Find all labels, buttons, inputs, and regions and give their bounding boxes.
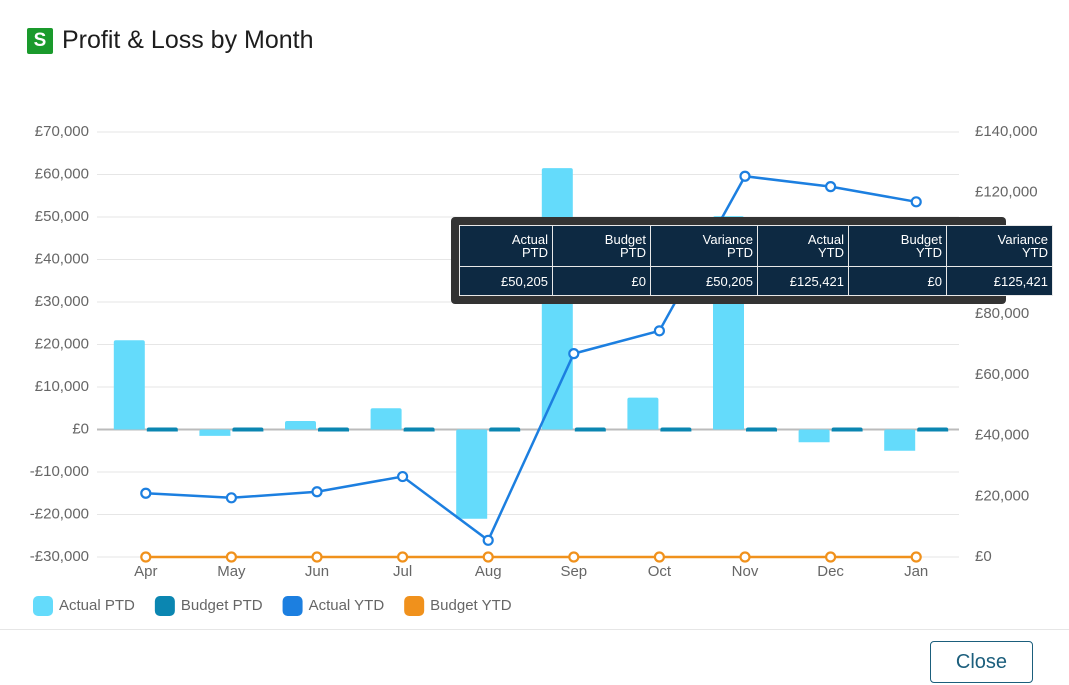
bar bbox=[627, 397, 659, 430]
x-tick-label: Jan bbox=[904, 563, 928, 580]
tooltip-value: £0 bbox=[552, 266, 651, 296]
legend-swatch bbox=[33, 596, 53, 616]
bar bbox=[199, 429, 231, 436]
line-marker bbox=[824, 181, 837, 193]
tooltip: Actual PTD Budget PTD Variance PTD Actual Y… bbox=[451, 217, 1053, 304]
bar bbox=[574, 427, 606, 432]
tooltip-header: Budget YTD bbox=[848, 225, 947, 267]
close-button[interactable]: Close bbox=[930, 641, 1033, 683]
bar bbox=[232, 427, 264, 432]
bar bbox=[285, 421, 316, 430]
y2-tick-label: £40,000 bbox=[975, 427, 1029, 444]
tooltip-value: £0 bbox=[848, 266, 947, 296]
bar bbox=[113, 340, 145, 430]
line-marker bbox=[739, 551, 751, 563]
line-marker bbox=[568, 348, 580, 360]
tooltip-value: £125,421 bbox=[757, 266, 849, 296]
x-tick-label: May bbox=[217, 563, 246, 580]
y-tick-label: £0 bbox=[72, 420, 89, 437]
line-marker bbox=[653, 551, 666, 563]
line bbox=[145, 174, 917, 543]
tooltip-header: Actual PTD bbox=[459, 225, 553, 267]
y2-tick-label: £60,000 bbox=[975, 366, 1029, 383]
tooltip-value: £50,205 bbox=[459, 266, 553, 296]
line-marker bbox=[568, 551, 580, 563]
line-marker bbox=[397, 551, 409, 563]
line-marker bbox=[739, 170, 751, 182]
legend-swatch bbox=[282, 596, 303, 616]
line-marker bbox=[653, 325, 666, 337]
legend-swatch bbox=[154, 596, 175, 616]
tooltip-header: Budget PTD bbox=[552, 225, 651, 267]
y-tick-label: -£30,000 bbox=[30, 548, 89, 565]
y2-tick-label: £0 bbox=[975, 548, 992, 565]
x-tick-label: Nov bbox=[732, 563, 759, 580]
tooltip-value: £125,421 bbox=[946, 266, 1053, 296]
y-tick-label: £60,000 bbox=[35, 165, 89, 182]
y-tick-label: £50,000 bbox=[35, 208, 89, 225]
y-tick-label: £70,000 bbox=[35, 123, 89, 140]
line-marker bbox=[482, 551, 494, 563]
x-tick-label: Oct bbox=[648, 563, 672, 580]
line-marker bbox=[140, 551, 152, 563]
tooltip-header: Variance PTD bbox=[650, 225, 758, 267]
x-tick-label: Sep bbox=[560, 563, 587, 580]
legend-label: Actual YTD bbox=[309, 597, 385, 614]
line-marker bbox=[225, 492, 237, 504]
y2-tick-label: £120,000 bbox=[975, 184, 1038, 201]
y2-tick-label: £140,000 bbox=[975, 123, 1038, 140]
line-marker bbox=[824, 551, 837, 563]
legend-label: Budget PTD bbox=[181, 597, 263, 614]
bar bbox=[746, 427, 777, 432]
y-tick-label: £20,000 bbox=[35, 335, 89, 352]
divider bbox=[0, 629, 1069, 630]
y2-tick-label: £20,000 bbox=[975, 487, 1029, 504]
x-tick-label: Apr bbox=[134, 563, 157, 580]
line-marker bbox=[910, 551, 922, 563]
bar bbox=[884, 429, 916, 451]
y-tick-label: £10,000 bbox=[35, 378, 89, 395]
legend-label: Actual PTD bbox=[59, 597, 135, 614]
y-tick-label: £30,000 bbox=[35, 293, 89, 310]
tooltip-table: Actual PTD Budget PTD Variance PTD Actual Y… bbox=[459, 225, 1053, 296]
x-tick-label: Aug bbox=[475, 563, 502, 580]
line-marker bbox=[910, 196, 922, 208]
bar bbox=[456, 429, 488, 519]
bar bbox=[660, 427, 692, 432]
bar bbox=[917, 427, 949, 432]
x-tick-label: Jun bbox=[305, 563, 329, 580]
line-marker bbox=[482, 534, 494, 546]
x-tick-label: Jul bbox=[393, 563, 412, 580]
bar bbox=[798, 429, 830, 443]
line-marker bbox=[311, 551, 323, 563]
tooltip-header: Variance YTD bbox=[946, 225, 1053, 267]
chart: -£30,000 -£20,000 -£10,000 £0 £10,000 £20,000… bbox=[30, 123, 1038, 616]
line-marker bbox=[397, 470, 409, 483]
bar bbox=[831, 427, 863, 432]
y-tick-label: £40,000 bbox=[35, 250, 89, 267]
bar bbox=[370, 408, 402, 430]
x-tick-label: Dec bbox=[817, 563, 844, 580]
bar bbox=[146, 427, 178, 432]
line-marker bbox=[311, 486, 323, 498]
y-tick-label: -£10,000 bbox=[30, 463, 89, 480]
line-marker bbox=[140, 487, 152, 499]
bar bbox=[403, 427, 435, 432]
legend-swatch bbox=[404, 596, 425, 616]
line-marker bbox=[225, 551, 237, 563]
y-tick-label: -£20,000 bbox=[30, 505, 89, 522]
bar bbox=[318, 427, 349, 432]
logo: S bbox=[27, 28, 53, 54]
dialog-title: Profit & Loss by Month bbox=[62, 26, 314, 54]
y2-tick-label: £80,000 bbox=[975, 305, 1029, 322]
bar bbox=[489, 427, 521, 432]
tooltip-value: £50,205 bbox=[650, 266, 758, 296]
legend-label: Budget YTD bbox=[430, 597, 512, 614]
tooltip-header: Actual YTD bbox=[757, 225, 849, 267]
